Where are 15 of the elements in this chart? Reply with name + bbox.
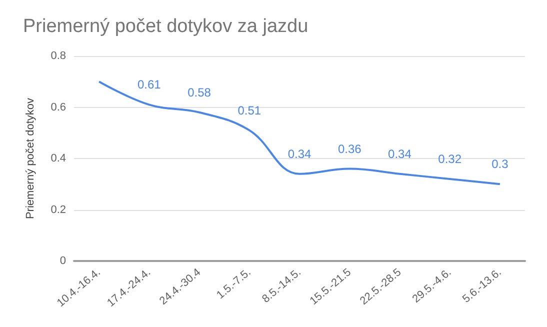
data-label: 0.34 — [388, 146, 412, 161]
y-tick-label: 0 — [60, 255, 66, 267]
data-label: 0.58 — [188, 85, 212, 100]
y-tick-label: 0.4 — [50, 152, 66, 164]
data-label: 0.36 — [338, 142, 362, 156]
data-label: 0.3 — [492, 157, 509, 172]
y-tick-label: 0.6 — [50, 101, 66, 114]
y-axis-title: Priemerný počet dotykov — [24, 97, 36, 220]
data-label: 0.51 — [238, 103, 262, 118]
chart-title: Priemerný počet dotykov za jazdu — [23, 16, 308, 37]
data-label: 0.32 — [438, 152, 462, 166]
data-label: 0.34 — [288, 146, 312, 161]
y-tick-label: 0.2 — [50, 204, 66, 216]
y-tick-label: 0.8 — [50, 50, 66, 62]
data-label: 0.61 — [137, 78, 162, 92]
